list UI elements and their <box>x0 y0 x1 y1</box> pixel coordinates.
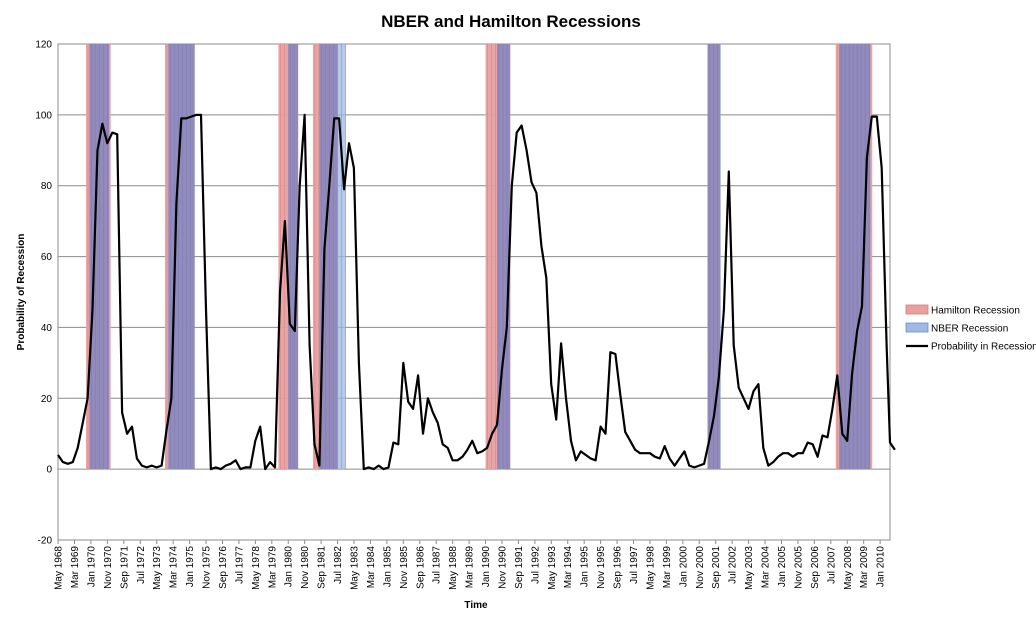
x-tick-label: Nov 1970 <box>103 546 114 589</box>
series-lines <box>57 113 896 471</box>
x-tick-label: Mar 2004 <box>761 546 772 589</box>
x-tick-label: Sep 1971 <box>119 546 130 589</box>
x-tick-label: Jan 1985 <box>382 546 393 588</box>
y-axis-label: Probability of Recession <box>16 234 27 351</box>
overlap-band <box>288 44 299 470</box>
x-tick-label: Jan 2005 <box>777 546 788 588</box>
y-tick-label: -20 <box>38 536 53 547</box>
x-tick-label: Nov 1995 <box>596 546 607 589</box>
x-tick-label: Jan 1970 <box>86 546 97 588</box>
legend: Hamilton Recession NBER Recession Probabil… <box>905 304 1036 353</box>
x-tick-label: Nov 2005 <box>793 546 804 589</box>
x-tick-label: Mar 2009 <box>859 546 870 589</box>
x-tick-label: Jul 2007 <box>826 546 837 584</box>
x-tick-label: Jul 1987 <box>432 546 443 584</box>
x-tick-label: Nov 1990 <box>497 546 508 589</box>
y-tick-label: 80 <box>41 181 53 192</box>
y-tick-label: 120 <box>35 40 52 51</box>
legend-label: NBER Recession <box>931 324 1008 335</box>
x-tick-label: Nov 1985 <box>399 546 410 589</box>
y-tick-label: 20 <box>41 394 53 405</box>
x-tick-label: Sep 2001 <box>711 546 722 589</box>
recession-bands <box>86 44 873 470</box>
probability-line <box>57 113 896 471</box>
overlap-band <box>496 44 511 470</box>
x-tick-label: Jul 1992 <box>530 546 541 584</box>
x-tick-label: Mar 1974 <box>169 546 180 589</box>
x-tick-label: Jan 1990 <box>481 546 492 588</box>
x-tick-label: Mar 1994 <box>563 546 574 589</box>
x-tick-label: Sep 1991 <box>514 546 525 589</box>
x-tick-label: May 1968 <box>54 546 65 590</box>
overlap-band <box>168 44 195 470</box>
legend-swatch-hamilton <box>905 304 929 315</box>
overlap-band <box>89 44 110 470</box>
x-tick-label: Sep 2006 <box>810 546 821 589</box>
x-tick-label: Sep 1986 <box>415 546 426 589</box>
x-tick-label: Jul 1997 <box>629 546 640 584</box>
x-tick-label: Jan 2010 <box>876 546 887 588</box>
x-tick-label: Mar 1969 <box>70 546 81 589</box>
legend-label: Hamilton Recession <box>931 306 1020 317</box>
x-tick-label: Jul 2002 <box>728 546 739 584</box>
x-tick-label: Nov 2000 <box>695 546 706 589</box>
x-tick-label: Mar 1989 <box>465 546 476 589</box>
y-tick-label: 100 <box>35 110 52 121</box>
x-tick-label: May 1998 <box>645 546 656 590</box>
x-tick-label: Jul 1982 <box>333 546 344 584</box>
y-tick-label: 0 <box>46 465 52 476</box>
x-axis-label: Time <box>464 600 488 611</box>
x-tick-label: Jan 1995 <box>580 546 591 588</box>
x-tick-label: Mar 1999 <box>662 546 673 589</box>
x-tick-label: Sep 1981 <box>317 546 328 589</box>
y-tick-label: 60 <box>41 252 53 263</box>
x-tick-label: Nov 1975 <box>202 546 213 589</box>
x-tick-label: Sep 1996 <box>613 546 624 589</box>
y-tick-label: 40 <box>41 323 53 334</box>
x-tick-label: May 2008 <box>843 546 854 590</box>
x-tick-label: May 2003 <box>744 546 755 590</box>
x-tick-label: Jan 2000 <box>678 546 689 588</box>
x-tick-label: Jul 1977 <box>234 546 245 584</box>
x-tick-label: May 1978 <box>251 546 262 590</box>
x-tick-label: Jan 1975 <box>185 546 196 588</box>
x-tick-label: May 1983 <box>350 546 361 590</box>
y-axis-ticks: -20 0 20 40 60 80 100 120 <box>35 40 52 547</box>
legend-label: Probability in Recession <box>931 342 1036 353</box>
x-tick-label: Jan 1980 <box>284 546 295 588</box>
x-tick-label: Mar 1979 <box>267 546 278 589</box>
overlap-band <box>319 44 338 470</box>
overlap-band <box>707 44 721 470</box>
x-tick-label: Mar 1984 <box>366 546 377 589</box>
overlap-band <box>839 44 871 470</box>
x-tick-label: May 1993 <box>547 546 558 590</box>
x-axis-ticks: May 1968 Mar 1969 Jan 1970 Nov 1970 Sep 1971… <box>54 540 887 590</box>
x-tick-label: Jul 1972 <box>136 546 147 584</box>
x-tick-label: May 1973 <box>152 546 163 590</box>
legend-swatch-nber <box>905 322 929 333</box>
x-tick-label: Nov 1980 <box>300 546 311 589</box>
x-tick-label: Sep 1976 <box>218 546 229 589</box>
x-tick-label: May 1988 <box>448 546 459 590</box>
chart-title: NBER and Hamilton Recessions <box>381 12 641 31</box>
